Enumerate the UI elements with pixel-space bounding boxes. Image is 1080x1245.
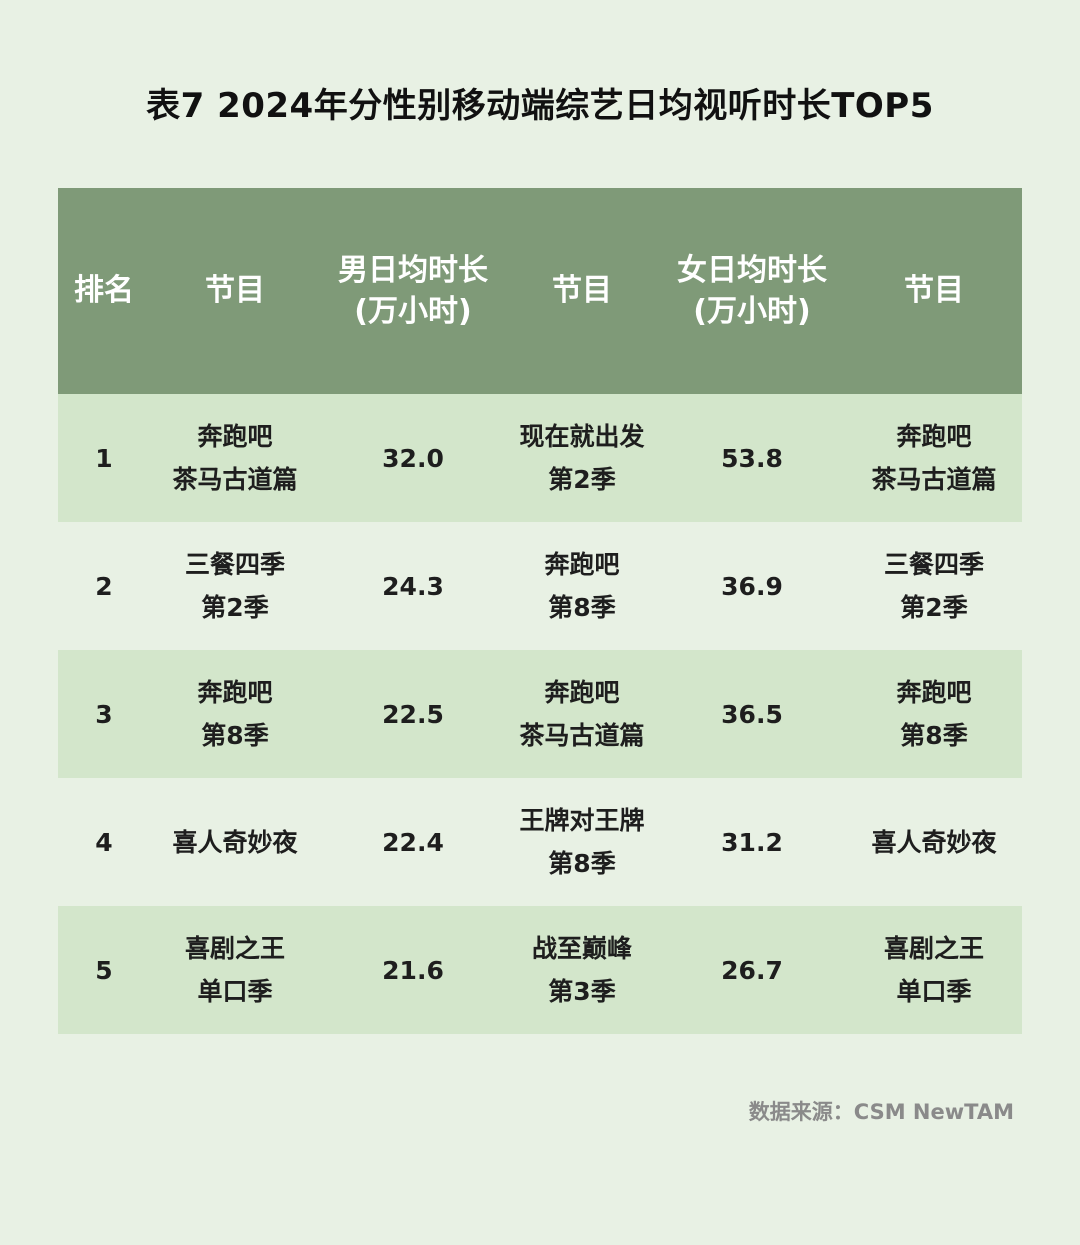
female-program-cell: 王牌对王牌 第8季 [506,799,658,885]
program-name-line1: 奔跑吧 [896,678,972,707]
program-name-line1: 喜剧之王 [883,934,984,963]
rank-value: 4 [95,827,113,857]
third-program-cell: 喜剧之王 单口季 [846,927,1022,1013]
female-program-cell: 战至巅峰 第3季 [506,927,658,1013]
male-hours-cell: 32.0 [320,437,506,480]
female-hours-value: 36.5 [721,699,783,729]
header-program-male-label: 节目 [205,273,265,309]
female-hours-cell: 36.9 [658,565,846,608]
program-name-line1: 喜人奇妙夜 [871,827,997,857]
male-hours-value: 32.0 [382,443,444,473]
header-program-female-label: 节目 [552,273,612,309]
program-name-line2: 单口季 [197,977,273,1006]
program-name-line1: 奔跑吧 [197,422,273,451]
program-name-line1: 喜人奇妙夜 [172,827,298,857]
rank-value: 1 [95,443,113,473]
program-name-line2: 单口季 [896,977,972,1006]
program-name-line2: 第2季 [548,465,616,494]
female-program-cell: 奔跑吧 第8季 [506,543,658,629]
male-hours-value: 22.4 [382,827,444,857]
third-program-cell: 奔跑吧 茶马古道篇 [846,415,1022,501]
header-male-hours-line1: 男日均时长 [338,252,488,288]
male-hours-cell: 22.4 [320,821,506,864]
female-hours-value: 31.2 [721,827,783,857]
header-rank-label: 排名 [74,273,134,309]
program-name-line2: 第2季 [201,593,269,622]
program-name-line2: 第8季 [201,721,269,750]
male-program-cell: 三餐四季 第2季 [150,543,320,629]
rank-value: 5 [95,955,113,985]
program-name-line2: 茶马古道篇 [519,721,645,750]
header-program-total-label: 节目 [904,273,964,309]
male-program-cell: 喜剧之王 单口季 [150,927,320,1013]
female-program-cell: 现在就出发 第2季 [506,415,658,501]
header-program-male: 节目 [150,270,320,311]
male-hours-cell: 24.3 [320,565,506,608]
male-hours-value: 24.3 [382,571,444,601]
program-name-line2: 第8季 [548,849,616,878]
female-hours-cell: 31.2 [658,821,846,864]
rank-value: 2 [95,571,113,601]
rank-cell: 2 [58,565,150,608]
male-program-cell: 奔跑吧 第8季 [150,671,320,757]
male-hours-cell: 21.6 [320,949,506,992]
program-name-line1: 三餐四季 [184,550,285,579]
program-name-line1: 战至巅峰 [531,934,632,963]
third-program-cell: 奔跑吧 第8季 [846,671,1022,757]
table-row: 4 喜人奇妙夜 22.4 王牌对王牌 第8季 31.2 喜人奇妙夜 [58,778,1022,906]
female-hours-cell: 26.7 [658,949,846,992]
data-source-note: 数据来源：CSM NewTAM [748,1100,1014,1124]
program-name-line2: 茶马古道篇 [871,465,997,494]
header-program-total: 节目 [846,270,1022,311]
table-title: 表7 2024年分性别移动端综艺日均视听时长TOP5 [146,86,934,126]
program-name-line2: 第8季 [548,593,616,622]
table-row: 3 奔跑吧 第8季 22.5 奔跑吧 茶马古道篇 36.5 奔跑吧 第8季 [58,650,1022,778]
table-row: 2 三餐四季 第2季 24.3 奔跑吧 第8季 36.9 三餐四季 第2季 [58,522,1022,650]
male-hours-value: 22.5 [382,699,444,729]
rank-cell: 5 [58,949,150,992]
program-name-line1: 奔跑吧 [896,422,972,451]
female-program-cell: 奔跑吧 茶马古道篇 [506,671,658,757]
rank-cell: 1 [58,437,150,480]
program-name-line1: 奔跑吧 [544,678,620,707]
program-name-line1: 三餐四季 [883,550,984,579]
male-hours-value: 21.6 [382,955,444,985]
table-row: 5 喜剧之王 单口季 21.6 战至巅峰 第3季 26.7 喜剧之王 单口季 [58,906,1022,1034]
header-female-hours-line2: (万小时) [693,294,811,329]
male-program-cell: 喜人奇妙夜 [150,821,320,864]
male-program-cell: 奔跑吧 茶马古道篇 [150,415,320,501]
program-name-line2: 第2季 [900,593,968,622]
table-row: 1 奔跑吧 茶马古道篇 32.0 现在就出发 第2季 53.8 奔跑吧 茶马古道… [58,394,1022,522]
female-hours-cell: 36.5 [658,693,846,736]
header-male-hours-line2: (万小时) [354,294,472,329]
female-hours-value: 36.9 [721,571,783,601]
rank-value: 3 [95,699,113,729]
program-name-line1: 奔跑吧 [197,678,273,707]
header-female-hours: 女日均时长 (万小时) [658,250,846,333]
header-male-hours: 男日均时长 (万小时) [320,250,506,333]
program-name-line2: 第3季 [548,977,616,1006]
rank-cell: 4 [58,821,150,864]
program-name-line1: 奔跑吧 [544,550,620,579]
ranking-table: 排名 节目 男日均时长 (万小时) 节目 女日均时长 (万小时) 节目 1 奔跑… [58,188,1022,1034]
program-name-line2: 茶马古道篇 [172,465,298,494]
female-hours-cell: 53.8 [658,437,846,480]
third-program-cell: 喜人奇妙夜 [846,821,1022,864]
header-female-hours-line1: 女日均时长 [677,252,827,288]
female-hours-value: 53.8 [721,443,783,473]
header-program-female: 节目 [506,270,658,311]
program-name-line2: 第8季 [900,721,968,750]
female-hours-value: 26.7 [721,955,783,985]
header-rank: 排名 [58,270,150,311]
table-header-row: 排名 节目 男日均时长 (万小时) 节目 女日均时长 (万小时) 节目 [58,188,1022,394]
program-name-line1: 喜剧之王 [184,934,285,963]
program-name-line1: 现在就出发 [519,422,645,451]
program-name-line1: 王牌对王牌 [519,806,645,835]
rank-cell: 3 [58,693,150,736]
third-program-cell: 三餐四季 第2季 [846,543,1022,629]
male-hours-cell: 22.5 [320,693,506,736]
